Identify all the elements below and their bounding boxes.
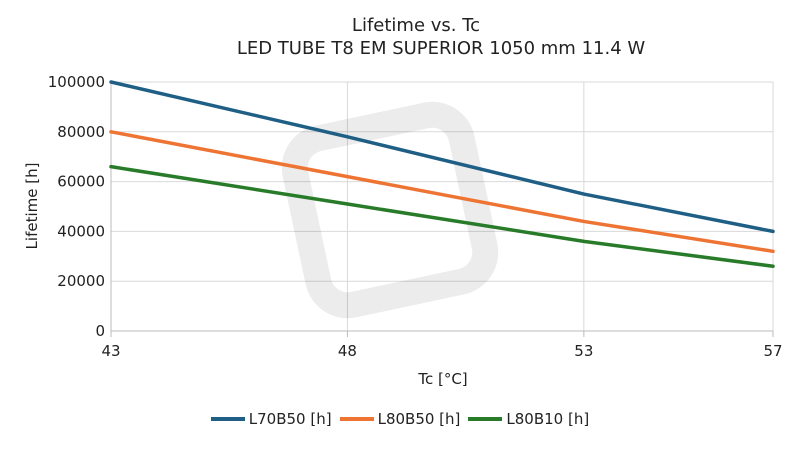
y-tick-label: 60000 <box>57 173 105 191</box>
chart-subtitle: LED TUBE T8 EM SUPERIOR 1050 mm 11.4 W <box>237 38 646 59</box>
series-lines <box>109 80 775 269</box>
x-tick-label: 48 <box>338 342 357 360</box>
legend-item: L80B10 [h] <box>468 410 589 428</box>
legend-label: L80B50 [h] <box>377 410 461 428</box>
x-tick-label: 57 <box>763 342 782 360</box>
legend-swatch <box>210 417 245 421</box>
chart-title: Lifetime vs. Tc <box>352 15 480 36</box>
legend-label: L80B10 [h] <box>506 410 590 428</box>
legend-label: L70B50 [h] <box>248 410 332 428</box>
y-tick-label: 20000 <box>57 272 105 290</box>
legend-swatch <box>339 417 374 421</box>
legend: L70B50 [h] L80B50 [h] L80B10 [h] <box>0 410 800 428</box>
y-tick-label: 100000 <box>48 73 105 91</box>
legend-swatch <box>468 417 503 421</box>
x-tick-label: 43 <box>101 342 120 360</box>
y-axis-label: Lifetime [h] <box>23 163 41 250</box>
y-tick-label: 40000 <box>57 222 105 240</box>
axes <box>110 82 774 337</box>
tick-labels: 0 20000 40000 60000 80000 100000 43 48 53 57 <box>48 73 783 360</box>
watermark-logo <box>281 101 499 319</box>
y-tick-label: 0 <box>95 322 105 340</box>
series-line-2 <box>109 130 775 254</box>
legend-item: L70B50 [h] <box>210 410 332 428</box>
x-tick-label: 53 <box>574 342 593 360</box>
legend-item: L80B50 [h] <box>339 410 461 428</box>
series-line-3 <box>109 164 775 269</box>
series-line-1 <box>109 80 775 234</box>
x-axis-label: Tc [°C] <box>417 370 467 388</box>
y-tick-label: 80000 <box>57 123 105 141</box>
